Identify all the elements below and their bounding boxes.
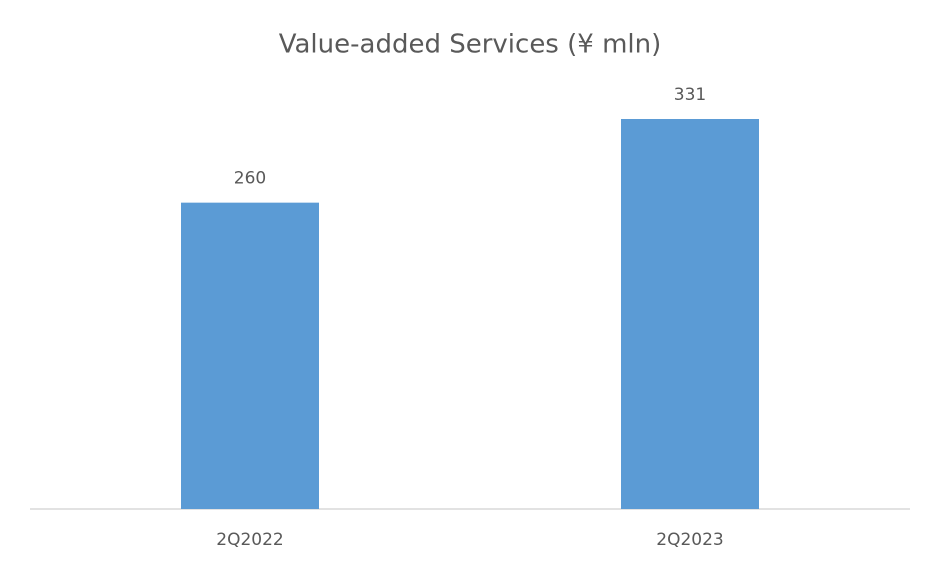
- bar: [621, 119, 759, 509]
- chart-title: Value-added Services (¥ mln): [279, 30, 662, 60]
- x-tick-label: 2Q2022: [216, 530, 283, 550]
- bar: [181, 202, 319, 510]
- value-label: 260: [234, 169, 266, 189]
- x-tick-label: 2Q2023: [656, 530, 723, 550]
- value-label: 331: [674, 85, 706, 105]
